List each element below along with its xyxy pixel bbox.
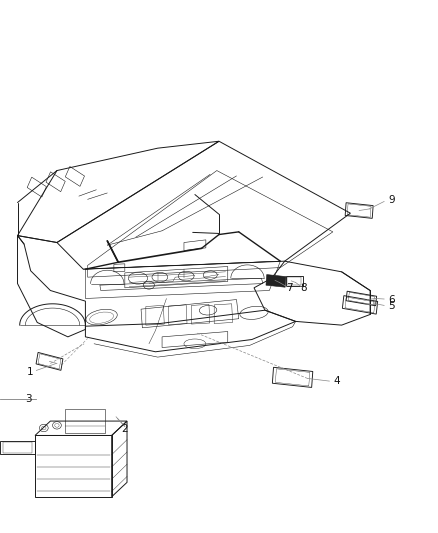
Text: 5: 5	[388, 302, 395, 311]
Bar	[65, 409, 105, 433]
Bar	[35, 435, 112, 497]
Text: 3: 3	[25, 394, 32, 403]
Text: 1: 1	[26, 367, 33, 377]
Text: 9: 9	[389, 195, 396, 205]
Text: 6: 6	[388, 295, 395, 304]
Text: 4: 4	[333, 376, 340, 386]
Text: 7: 7	[286, 283, 293, 293]
Text: 8: 8	[300, 283, 307, 293]
Text: 2: 2	[121, 424, 128, 434]
Polygon shape	[266, 274, 286, 287]
